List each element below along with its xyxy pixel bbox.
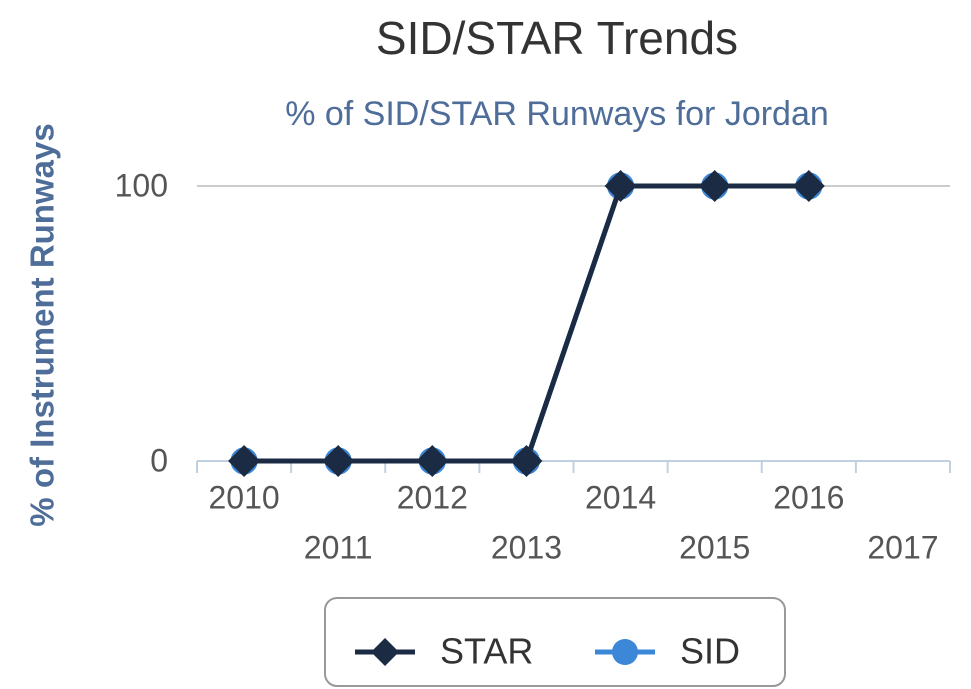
legend-label: STAR [440,631,533,672]
y-tick-label: 0 [150,442,168,478]
y-axis-label: % of Instrument Runways [24,123,61,526]
x-tick-label: 2010 [208,479,279,515]
diamond-marker [228,445,261,477]
series-line [244,183,809,464]
chart-title: SID/STAR Trends [376,12,738,64]
diamond-marker [510,445,543,477]
diamond-marker [604,170,637,202]
y-tick-label: 100 [115,167,168,203]
x-tick-label: 2013 [491,529,562,565]
x-tick-label: 2012 [397,479,468,515]
x-tick-label: 2014 [585,479,656,515]
x-tick-label: 2015 [679,529,750,565]
diamond-marker [416,445,449,477]
x-tick-label: 2016 [773,479,844,515]
legend-label: SID [680,631,740,672]
x-tick-label: 2011 [304,529,373,565]
x-tick-label: 2017 [867,529,938,565]
legend-box [324,597,786,687]
chart-subtitle: % of SID/STAR Runways for Jordan [285,95,829,133]
diamond-marker [322,445,355,477]
diamond-marker [698,170,731,202]
diamond-marker [792,170,825,202]
legend-symbol [371,638,399,666]
series-line [244,183,809,464]
legend-symbol [612,639,638,665]
